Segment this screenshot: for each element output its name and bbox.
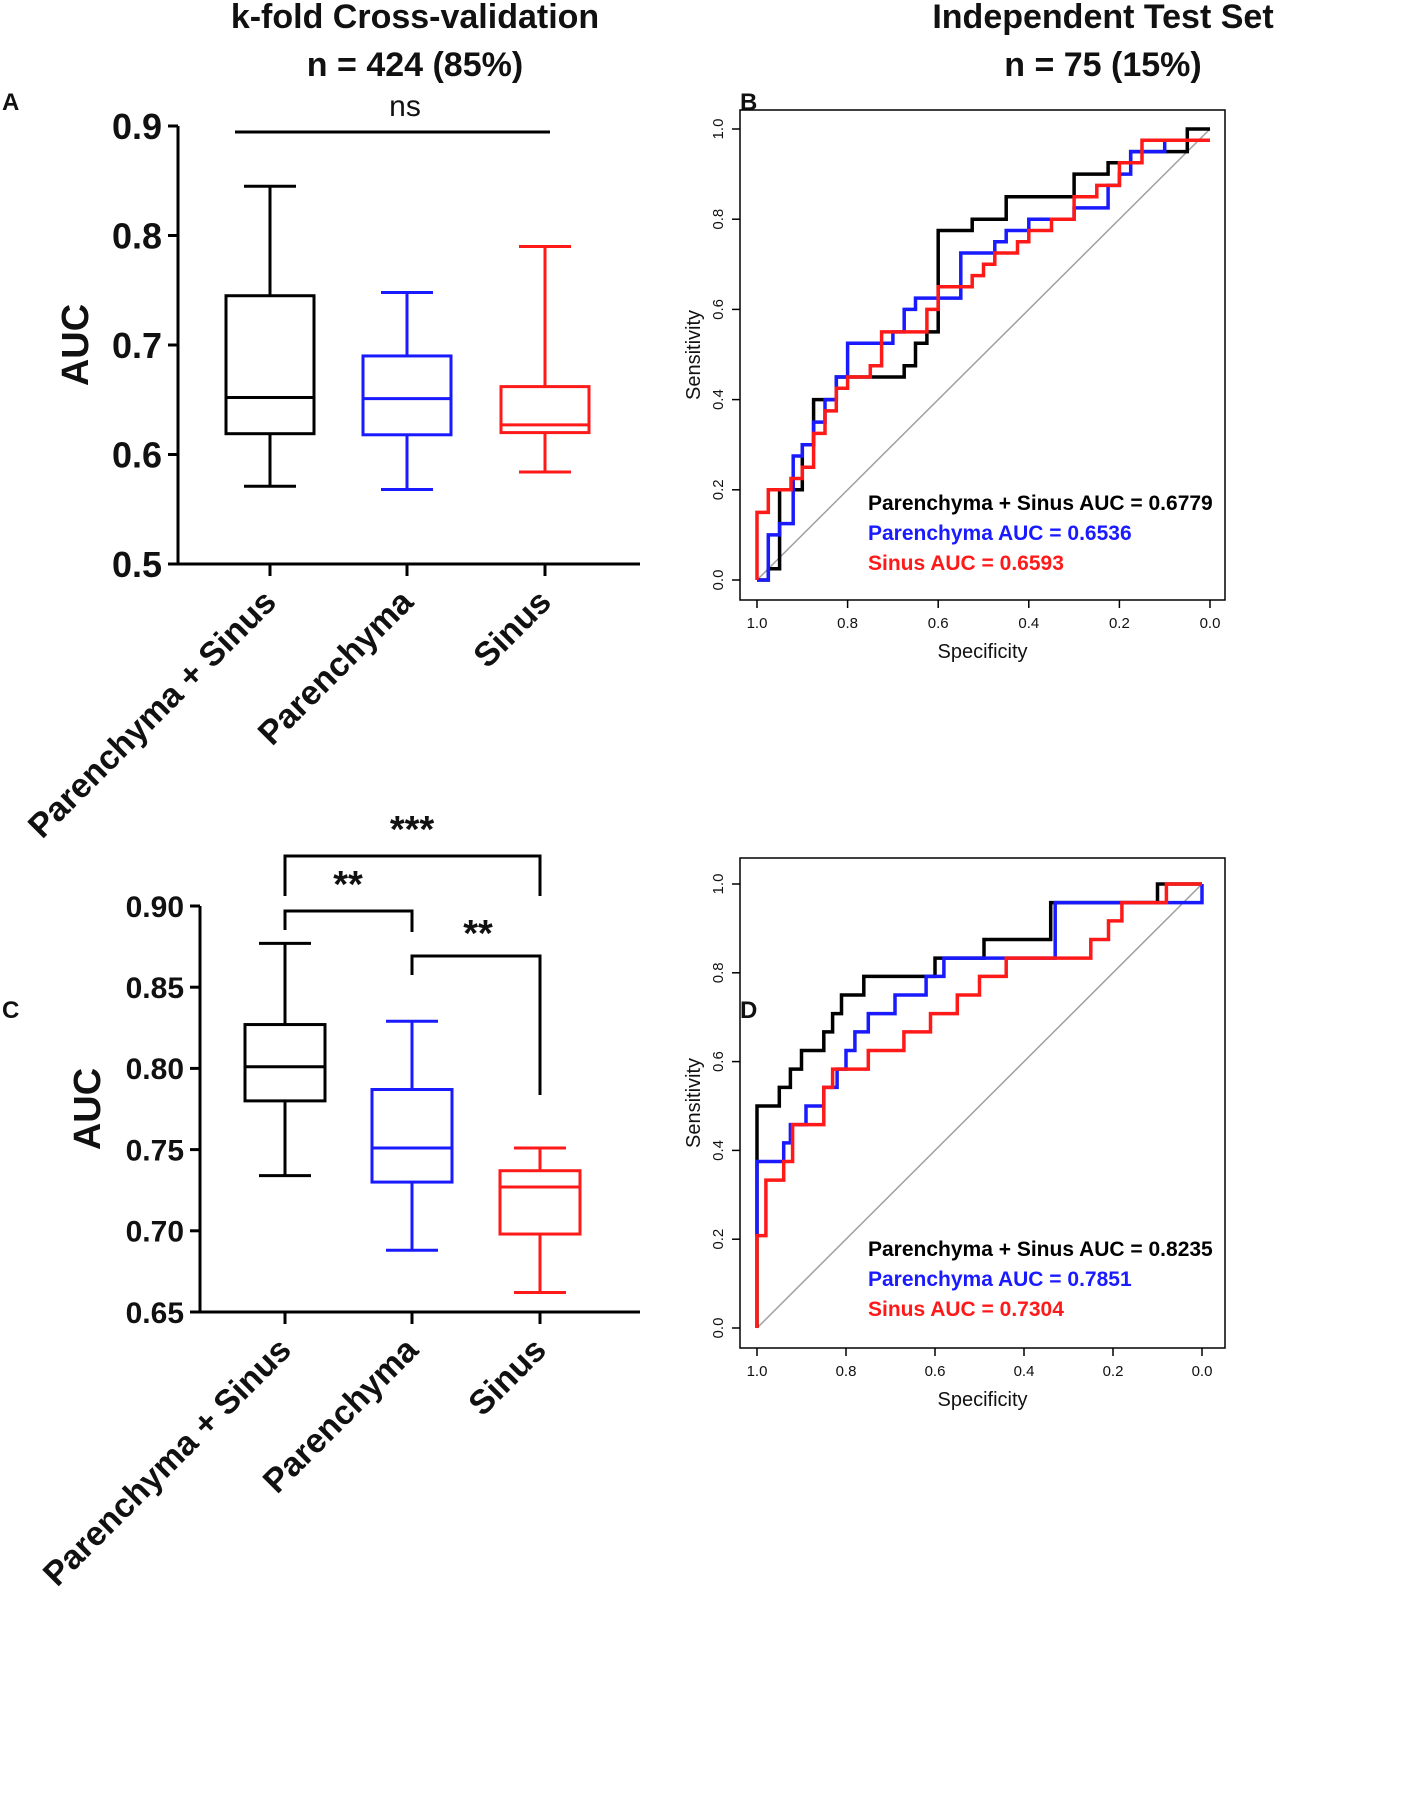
panel-c-bracket-3 (410, 954, 542, 1095)
panel-letter-a: A (2, 89, 19, 116)
panel-d-legend-entry-1: Parenchyma + Sinus AUC = 0.8235 (868, 1238, 1213, 1261)
panel-c-ytick-label: 0.70 (126, 1216, 184, 1249)
iqr-box (243, 1023, 327, 1103)
panel-a-category-label: Parenchyma + Sinus (21, 583, 284, 846)
iqr-box (499, 385, 591, 435)
panel-b-ytick-label: 0.0 (710, 570, 727, 591)
panel-c-y-axis-label: AUC (67, 1068, 109, 1150)
panel-d-diagonal-line (756, 883, 1203, 1329)
panel-d-xtick-label: 0.0 (1192, 1363, 1213, 1380)
panel-b-ytick-label: 1.0 (710, 119, 727, 140)
panel-d-frame (739, 857, 1226, 1349)
header-right-line2: n = 75 (15%) (1004, 46, 1201, 84)
panel-c-bracket-1 (283, 854, 542, 896)
panel-d-roc: 1.0 0.8 0.6 0.4 0.2 0.0 0.0 0.2 0.4 0.6 0.8 1.0 Spec… (683, 857, 1226, 1411)
iqr-box (498, 1169, 582, 1236)
panel-b-ytick-label: 0.6 (710, 299, 727, 320)
panel-c-category-label: Parenchyma + Sinus (36, 1331, 299, 1594)
panel-c-box-2 (370, 1019, 454, 1252)
panel-a-significance-label: ns (389, 90, 421, 123)
panel-c-box-1 (243, 941, 327, 1178)
panel-letter-c: C (2, 997, 19, 1024)
panel-d-y-axis-label: Sensitivity (683, 1058, 705, 1148)
panel-a-ytick-label: 0.9 (112, 106, 162, 147)
panel-d-xtick-label: 1.0 (747, 1363, 768, 1380)
panel-letter-b: B (740, 89, 757, 116)
panel-c-bracket-label-3: ** (463, 913, 493, 955)
iqr-box (224, 294, 316, 436)
panel-d-roc-curve-parenchyma (755, 884, 1204, 1236)
panel-d-ytick-label: 0.2 (710, 1229, 727, 1250)
panel-b-legend-entry-2: Parenchyma AUC = 0.6536 (868, 522, 1132, 545)
panel-c-bracket-2 (283, 909, 414, 932)
panel-b-diagonal-line (756, 128, 1211, 581)
header-left-line2: n = 424 (85%) (307, 46, 523, 84)
panel-d-roc-curve-combined (755, 882, 1202, 1328)
panel-c-ytick-label: 0.85 (126, 972, 184, 1005)
panel-b-legend-entry-3: Sinus AUC = 0.6593 (868, 552, 1064, 575)
panel-a-category-label: Sinus (466, 583, 558, 675)
panel-b-legend-entry-1: Parenchyma + Sinus AUC = 0.6779 (868, 492, 1213, 515)
panel-c-box-3 (498, 1146, 582, 1295)
panel-a-ytick-label: 0.6 (112, 434, 162, 475)
panel-b-xtick-label: 0.2 (1109, 615, 1130, 632)
panel-a-box-3 (499, 244, 591, 474)
iqr-box (361, 354, 453, 437)
panel-a-ytick-label: 0.5 (112, 544, 162, 585)
iqr-box (370, 1088, 454, 1184)
panel-d-ytick-label: 1.0 (710, 874, 727, 895)
panel-d-ytick-label: 0.4 (710, 1140, 727, 1161)
panel-d-xtick-label: 0.4 (1014, 1363, 1035, 1380)
panel-b-roc: 1.0 0.8 0.6 0.4 0.2 0.0 0.0 0.2 0.4 0.6 0.8 1.0 Spec… (683, 109, 1226, 663)
panel-d-xtick-label: 0.8 (836, 1363, 857, 1380)
panel-d-legend-entry-3: Sinus AUC = 0.7304 (868, 1298, 1064, 1321)
panel-c-bracket-label-2: ** (333, 864, 363, 906)
panel-b-ytick-label: 0.4 (710, 389, 727, 410)
panel-d-x-axis-label: Specificity (937, 1389, 1027, 1411)
panel-c-ytick-label: 0.75 (126, 1134, 184, 1167)
header-right-line1: Independent Test Set (932, 0, 1273, 36)
panel-b-x-axis-label: Specificity (937, 641, 1027, 663)
panel-c-ytick-label: 0.80 (126, 1053, 184, 1086)
panel-b-xtick-label: 0.0 (1200, 615, 1221, 632)
panel-letter-d: D (740, 997, 757, 1024)
panel-b-ytick-label: 0.2 (710, 479, 727, 500)
panel-d-ytick-label: 0.6 (710, 1051, 727, 1072)
panel-b-xtick-label: 0.4 (1018, 615, 1039, 632)
panel-b-y-axis-label: Sensitivity (683, 310, 705, 400)
panel-b-xtick-label: 0.6 (928, 615, 949, 632)
panel-b-ytick-label: 0.8 (710, 209, 727, 230)
panel-d-legend-entry-2: Parenchyma AUC = 0.7851 (868, 1268, 1132, 1291)
panel-c-boxplot: 0.65 0.70 0.75 0.80 0.85 0.90 AUC Parenchyma + … (36, 809, 640, 1594)
panel-d-xtick-label: 0.6 (925, 1363, 946, 1380)
panel-c-category-label: Sinus (461, 1331, 553, 1423)
panel-b-roc-curve-sinus (755, 138, 1210, 580)
panel-c-ytick-label: 0.65 (126, 1297, 184, 1330)
header-left-line1: k-fold Cross-validation (231, 0, 599, 36)
panel-a-box-2 (361, 290, 453, 492)
panel-b-frame (739, 109, 1226, 601)
panel-d-xtick-label: 0.2 (1103, 1363, 1124, 1380)
panel-c-ytick-label: 0.90 (126, 891, 184, 924)
panel-d-ytick-label: 0.0 (710, 1318, 727, 1339)
panel-a-ytick-label: 0.8 (112, 215, 162, 256)
panel-a-box-1 (224, 184, 316, 488)
panel-d-ytick-label: 0.8 (710, 962, 727, 983)
panel-a-y-axis-label: AUC (55, 304, 97, 386)
panel-c-bracket-label-1: *** (390, 809, 435, 851)
panel-b-xtick-label: 0.8 (837, 615, 858, 632)
panel-a-ytick-label: 0.7 (112, 325, 162, 366)
panel-b-xtick-label: 1.0 (747, 615, 768, 632)
panel-d-roc-curve-sinus (755, 882, 1202, 1328)
